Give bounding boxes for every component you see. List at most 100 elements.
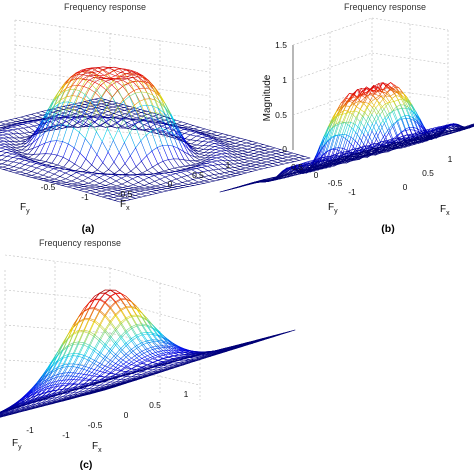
surface-mesh-line xyxy=(337,134,343,136)
surface-mesh-line xyxy=(214,178,221,180)
surface-mesh-line xyxy=(83,116,90,125)
surface-mesh-line xyxy=(85,105,91,108)
surface-mesh-line xyxy=(177,127,185,130)
surface-mesh-line xyxy=(269,147,276,150)
surface-mesh-line xyxy=(237,156,244,158)
surface-mesh-line xyxy=(362,95,368,103)
surface-mesh-line xyxy=(130,115,137,119)
surface-mesh-line xyxy=(187,144,194,154)
surface-mesh-line xyxy=(113,195,120,198)
surface-mesh-line xyxy=(46,126,52,129)
surface-mesh-line xyxy=(388,111,393,118)
surface-mesh-line xyxy=(350,110,355,123)
surface-mesh-line xyxy=(138,124,145,129)
surface-mesh-line xyxy=(183,151,190,155)
surface-mesh-line xyxy=(95,80,103,90)
surface-mesh-line xyxy=(161,134,169,137)
surface-mesh-line xyxy=(168,169,175,172)
surface-mesh-line xyxy=(351,117,357,129)
surface-mesh-line xyxy=(356,106,361,110)
surface-mesh-line xyxy=(187,183,194,185)
surface-mesh-line xyxy=(6,126,13,129)
surface-mesh-line xyxy=(222,134,229,138)
surface-mesh-line xyxy=(74,71,82,80)
surface-mesh-line xyxy=(51,154,58,164)
surface-mesh-line xyxy=(400,117,406,130)
surface-mesh-line xyxy=(226,153,233,155)
surface-mesh-line xyxy=(412,117,418,129)
surface-mesh-line xyxy=(146,104,153,107)
surface-mesh-line xyxy=(55,181,62,184)
surface-mesh-line xyxy=(122,189,130,192)
surface-mesh-line xyxy=(120,174,127,177)
surface-mesh-line xyxy=(389,110,394,114)
surface-mesh-line xyxy=(74,163,81,168)
surface-mesh-line xyxy=(419,120,424,131)
surface-mesh-line xyxy=(339,110,345,114)
surface-mesh-line xyxy=(95,101,102,105)
surface-mesh-line xyxy=(189,163,196,166)
surface-mesh-line xyxy=(41,109,48,112)
surface-mesh-line xyxy=(8,137,15,143)
surface-mesh-line xyxy=(248,157,256,160)
surface-mesh-line xyxy=(202,141,209,146)
surface-mesh-line xyxy=(107,109,114,112)
surface-mesh-line xyxy=(80,71,87,79)
surface-mesh-line xyxy=(37,120,44,133)
surface-mesh-line xyxy=(21,145,28,151)
surface-mesh-line xyxy=(126,174,133,177)
surface-mesh-line xyxy=(166,127,174,131)
surface-mesh-line xyxy=(233,160,240,164)
surface-mesh-line xyxy=(149,123,156,128)
surface-mesh-line xyxy=(14,167,20,171)
surface-mesh-line xyxy=(188,154,195,162)
surface-mesh-line xyxy=(372,89,378,96)
surface-mesh-line xyxy=(354,100,359,104)
surface-mesh-line xyxy=(151,118,158,130)
surface-mesh-line xyxy=(282,160,290,164)
surface-mesh-line xyxy=(219,175,226,178)
surface-mesh-line xyxy=(240,167,246,170)
surface-mesh-line xyxy=(403,99,409,108)
surface-mesh-line xyxy=(115,180,123,185)
surface-mesh-line xyxy=(177,186,184,188)
surface-mesh-line xyxy=(264,150,271,153)
surface-mesh-line xyxy=(36,111,43,114)
surface-mesh-line xyxy=(144,187,151,190)
surface-mesh-line xyxy=(191,168,198,170)
surface-mesh-line xyxy=(121,175,127,179)
surface-mesh-line xyxy=(248,156,255,159)
surface-mesh-line xyxy=(70,116,78,119)
surface-mesh-line xyxy=(176,176,182,180)
surface-mesh-line xyxy=(205,154,211,159)
surface-mesh-line xyxy=(163,112,170,127)
surface-mesh-line xyxy=(128,126,134,130)
surface-mesh-line xyxy=(101,193,109,197)
surface-mesh-line xyxy=(93,118,100,123)
surface-mesh-line xyxy=(151,105,159,109)
surface-mesh-line xyxy=(447,127,452,131)
surface-mesh-line xyxy=(241,172,247,175)
surface-mesh-line xyxy=(66,119,72,122)
surface-mesh-line xyxy=(339,110,345,123)
surface-mesh-line xyxy=(58,109,64,111)
surface-mesh-line xyxy=(268,145,276,149)
surface-mesh-line xyxy=(167,189,174,192)
surface-mesh-line xyxy=(254,154,260,157)
surface-mesh-line xyxy=(392,111,397,122)
surface-mesh-line xyxy=(192,177,199,180)
surface-mesh-line xyxy=(88,124,95,128)
surface-mesh-line xyxy=(122,188,129,190)
surface-mesh-line xyxy=(0,159,2,161)
surface-mesh-line xyxy=(157,163,164,172)
surface-mesh-line xyxy=(265,155,272,158)
surface-mesh-line xyxy=(255,161,262,164)
surface-mesh-line xyxy=(240,144,248,147)
surface-mesh-line xyxy=(152,166,159,173)
surface-mesh-line xyxy=(60,96,67,100)
surface-mesh-line xyxy=(112,191,119,194)
surface-mesh-line xyxy=(263,147,270,150)
surface-mesh-line xyxy=(201,163,208,166)
surface-mesh-line xyxy=(161,133,168,136)
surface-mesh-line xyxy=(59,170,66,174)
